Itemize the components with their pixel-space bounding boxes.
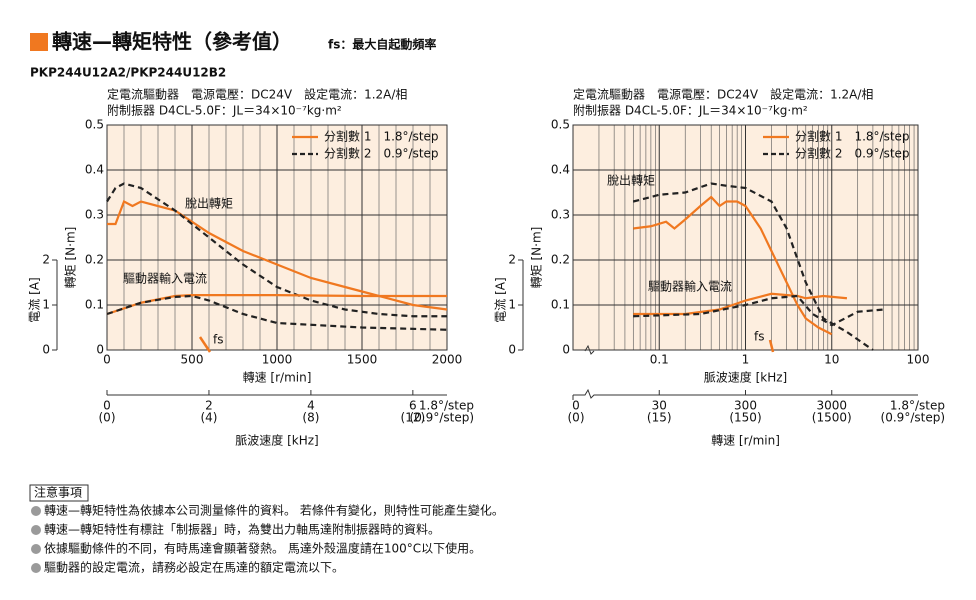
x2-unit-label: (0.9°/step) [410,411,474,425]
torque-line [633,182,874,351]
x2-tick-sublabel: (1500) [812,411,852,425]
annotation: 脫出轉矩 [607,173,655,188]
x2-tick-sublabel: (15) [647,411,672,425]
x-axis-title: 脈波速度 [kHz] [704,370,787,385]
y-tick-label: 0.4 [85,163,104,177]
x-tick-label: 0 [103,353,111,367]
y2-tick-label: 1 [42,298,50,312]
current-line [633,292,848,316]
torque-line [106,182,447,318]
y-tick-label: 0 [562,343,570,357]
y-tick-label: 0.2 [85,253,104,267]
x2-break-label: 0 [572,399,580,413]
y-tick-label: 0.1 [85,298,104,312]
chart-subtitle: 附制振器 D4CL-5.0F：JL＝34×10⁻⁷kg·m² [573,104,808,118]
y-tick-label: 0.3 [85,208,104,222]
x-tick-label: 1000 [262,353,293,367]
x-tick-label: 100 [907,353,930,367]
x2-axis-title: 轉速 [r/min] [711,434,780,448]
y2-tick-label: 1 [508,298,516,312]
notes-title: 注意事項 [34,485,82,500]
bullet [31,563,41,573]
x2-tick-label: 3000 [816,399,847,413]
y-tick-label: 0.3 [551,208,570,222]
bullet [31,525,41,535]
legend-label: 分割數 1 1.8°/step [795,129,910,144]
current-line [106,294,448,331]
note-item: 轉速—轉矩特性有標註「制振器」時，為雙出力軸馬達附制振器時的資料。 [44,522,440,537]
note-item: 依據驅動條件的不同，有時馬達會顯著發熱。 馬達外殼溫度請在100°C以下使用。 [44,541,481,556]
annotation: fs [213,333,223,347]
x-tick-label: 1 [742,353,750,367]
torque-line [107,199,448,311]
bullet [31,544,41,554]
x-axis-title: 轉速 [r/min] [243,371,312,385]
x2-tick-sublabel: (4) [200,411,217,425]
torque-line [633,195,833,336]
legend-label: 分割數 1 1.8°/step [324,129,439,144]
current-line [633,294,884,327]
y2-tick-label: 2 [42,253,50,267]
model: PKP244U12A2/PKP244U12B2 [30,66,226,80]
fs-note: fs：最大自起動頻率 [328,37,436,52]
y2-tick-label: 0 [42,343,50,357]
x2-tick-sublabel: (8) [302,411,319,425]
x2-break-label: (0) [568,411,585,425]
notes-box [29,484,89,502]
y-tick-label: 0.1 [551,298,570,312]
x-tick-label: 2000 [432,353,463,367]
fs-marker [198,336,212,353]
axis-break [584,344,595,355]
note-item: 轉速—轉矩特性為依據本公司測量條件的資料。 若條件有變化，則特性可能產生變化。 [44,503,504,518]
annotation: 驅動器輸入電流 [123,271,207,286]
x-tick-label: 1500 [347,353,378,367]
x2-tick-label: 30 [652,399,667,413]
x2-unit-label: 1.8°/step [890,399,945,413]
x-tick-label: 10 [824,353,839,367]
chart-subtitle: 定電流驅動器 電源電壓：DC24V 設定電流：1.2A/相 [107,87,407,102]
x2-axis-title: 脈波速度 [kHz] [235,433,318,448]
x-tick-label: 0.1 [650,353,669,367]
y2-axis-title: 電流 [A] [28,277,42,322]
x-tick-label: 500 [181,353,204,367]
x2-tick-label: 4 [307,399,315,413]
y-tick-label: 0.2 [551,253,570,267]
legend-label: 分割數 2 0.9°/step [795,146,910,161]
annotation: 脫出轉矩 [185,196,233,211]
page-title: 轉速—轉矩特性（參考值） [52,30,292,54]
chart-subtitle: 定電流驅動器 電源電壓：DC24V 設定電流：1.2A/相 [573,87,873,102]
y-tick-label: 0.5 [85,118,104,132]
y-tick-label: 0.5 [551,118,570,132]
y-axis-title: 轉矩 [N·m] [530,227,544,289]
x2-tick-label: 300 [734,399,757,413]
title-mark [30,33,48,51]
bullet [31,506,41,516]
legend-label: 分割數 2 0.9°/step [324,146,439,161]
y-tick-label: 0 [96,343,104,357]
fs-marker [768,339,775,353]
annotation: 驅動器輸入電流 [648,279,732,294]
note-item: 驅動器的設定電流，請務必設定在馬達的額定電流以下。 [44,560,344,575]
annotation: fs [754,330,764,344]
y2-axis-title: 電流 [A] [494,277,508,322]
chart-subtitle: 附制振器 D4CL-5.0F：JL＝34×10⁻⁷kg·m² [107,104,342,118]
y2-tick-label: 2 [508,253,516,267]
x2-tick-sublabel: (12) [401,411,426,425]
x2-tick-sublabel: (150) [729,411,761,425]
x2-tick-label: 0 [103,399,111,413]
x2-tick-sublabel: (0) [99,411,116,425]
y2-tick-label: 0 [508,343,516,357]
x2-unit-label: 1.8°/step [419,399,474,413]
x2-tick-label: 2 [205,399,213,413]
y-tick-label: 0.4 [551,163,570,177]
y-axis-title: 轉矩 [N·m] [64,227,78,289]
x2-unit-label: (0.9°/step) [881,411,945,425]
x2-tick-label: 6 [409,399,417,413]
x2-axis [573,388,918,399]
